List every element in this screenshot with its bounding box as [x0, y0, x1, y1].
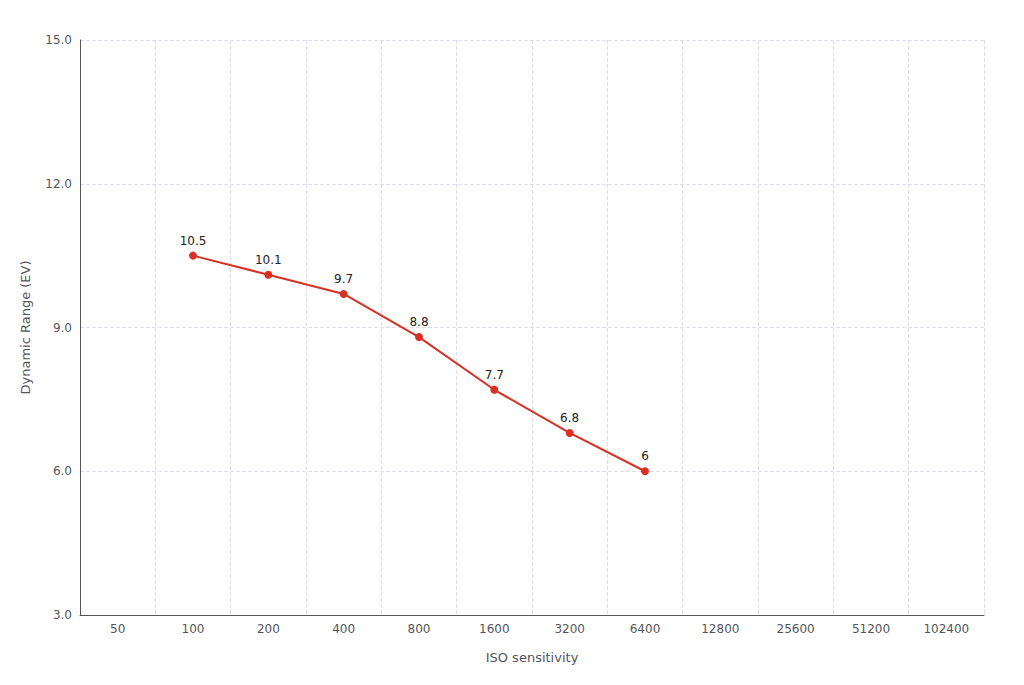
svg-text:800: 800 [408, 622, 431, 636]
svg-text:6.0: 6.0 [53, 464, 72, 478]
svg-text:6.8: 6.8 [560, 411, 579, 425]
svg-text:9.7: 9.7 [334, 272, 353, 286]
svg-text:8.8: 8.8 [409, 315, 428, 329]
svg-text:102400: 102400 [923, 622, 969, 636]
svg-text:25600: 25600 [777, 622, 815, 636]
svg-text:1600: 1600 [479, 622, 510, 636]
svg-text:Dynamic Range (EV): Dynamic Range (EV) [18, 260, 33, 394]
svg-text:51200: 51200 [852, 622, 890, 636]
svg-text:7.7: 7.7 [485, 368, 504, 382]
svg-text:12800: 12800 [701, 622, 739, 636]
svg-text:15.0: 15.0 [45, 33, 72, 47]
svg-text:3200: 3200 [554, 622, 585, 636]
svg-text:10.5: 10.5 [180, 234, 207, 248]
svg-text:6: 6 [641, 449, 649, 463]
svg-text:ISO sensitivity: ISO sensitivity [486, 650, 579, 665]
svg-text:10.1: 10.1 [255, 253, 282, 267]
svg-text:12.0: 12.0 [45, 177, 72, 191]
svg-text:400: 400 [332, 622, 355, 636]
svg-text:9.0: 9.0 [53, 321, 72, 335]
svg-text:100: 100 [182, 622, 205, 636]
svg-text:6400: 6400 [630, 622, 661, 636]
svg-text:3.0: 3.0 [53, 608, 72, 622]
svg-text:200: 200 [257, 622, 280, 636]
svg-text:50: 50 [110, 622, 125, 636]
